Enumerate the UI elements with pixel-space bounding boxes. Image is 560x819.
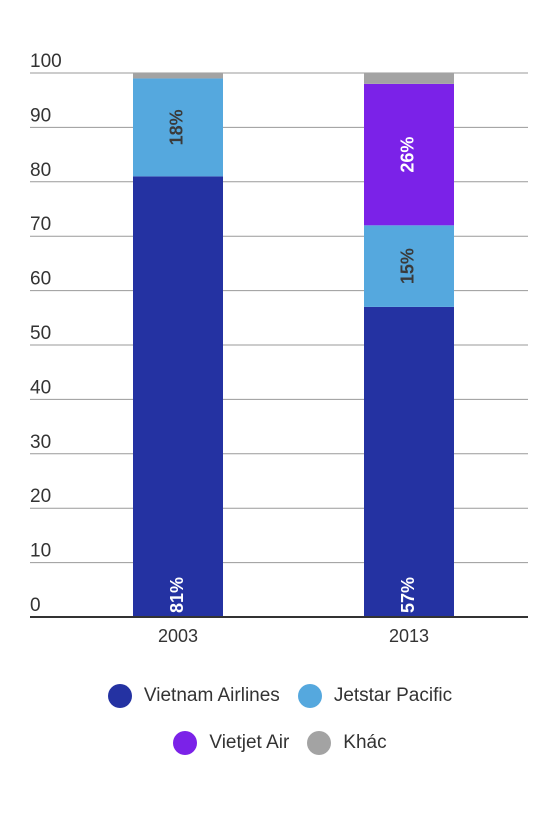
bar-2013-jetstar-pacific [364,225,454,307]
legend-item-jetstar-pacific: Jetstar Pacific [297,684,453,708]
bar-2003-jetstar-pacific [133,78,223,177]
legend-label-khac: Khác [343,732,387,753]
y-tick-label-0: 0 [30,595,41,616]
y-tick-label-40: 40 [30,377,51,398]
legend-swatch-vietnam-airlines [107,684,132,708]
y-tick-label-20: 20 [30,486,51,507]
legend-swatch-jetstar-pacific [297,684,322,708]
legend-row-1: Vietnam Airlines Jetstar Pacific [0,684,560,708]
legend-label-jetstar-pacific: Jetstar Pacific [333,685,453,706]
legend-item-vietnam-airlines: Vietnam Airlines [107,684,280,708]
y-axis-tick-labels: 0 10 20 30 40 50 60 70 80 90 100 [30,51,62,616]
x-axis-tick-labels: 2003 2013 [158,626,429,646]
bar-2003-vietnam-airlines [133,176,223,618]
y-tick-label-10: 10 [30,541,51,562]
y-tick-label-100: 100 [30,51,62,72]
bar-2003-khac [133,73,223,79]
y-tick-label-30: 30 [30,432,51,453]
data-label-2013-jetstar-pacific: 15% [398,248,418,284]
legend-label-vietjet-air: Vietjet Air [209,732,290,753]
data-label-2003-vietnam-airlines: 81% [167,577,187,613]
bar-2013-vietnam-airlines [364,306,454,617]
legend-row-2: Vietjet Air Khác [0,731,560,755]
x-tick-label-2013: 2013 [389,626,429,646]
legend-item-vietjet-air: Vietjet Air [173,731,289,755]
data-labels: 81% 18% 57% 15% 26% [167,109,418,613]
y-tick-label-50: 50 [30,323,51,344]
stacked-bar-chart: 0 10 20 30 40 50 60 70 80 90 100 81% 18% 57% 15% 26% 2… [30,51,528,646]
bar-2013-khac [364,73,454,84]
legend-swatch-khac [307,731,332,755]
x-tick-label-2003: 2003 [158,626,198,646]
legend-swatch-vietjet-air [173,731,198,755]
y-tick-label-60: 60 [30,269,51,290]
data-label-2003-jetstar-pacific: 18% [167,109,187,145]
y-tick-label-90: 90 [30,105,51,126]
legend-item-khac: Khác [307,731,387,755]
y-tick-label-70: 70 [30,214,51,235]
bars [133,73,454,618]
data-label-2013-vietnam-airlines: 57% [398,577,418,613]
legend-label-vietnam-airlines: Vietnam Airlines [143,685,280,706]
y-tick-label-80: 80 [30,160,51,181]
data-label-2013-vietjet-air: 26% [398,137,418,173]
bar-2013-vietjet-air [364,83,454,226]
